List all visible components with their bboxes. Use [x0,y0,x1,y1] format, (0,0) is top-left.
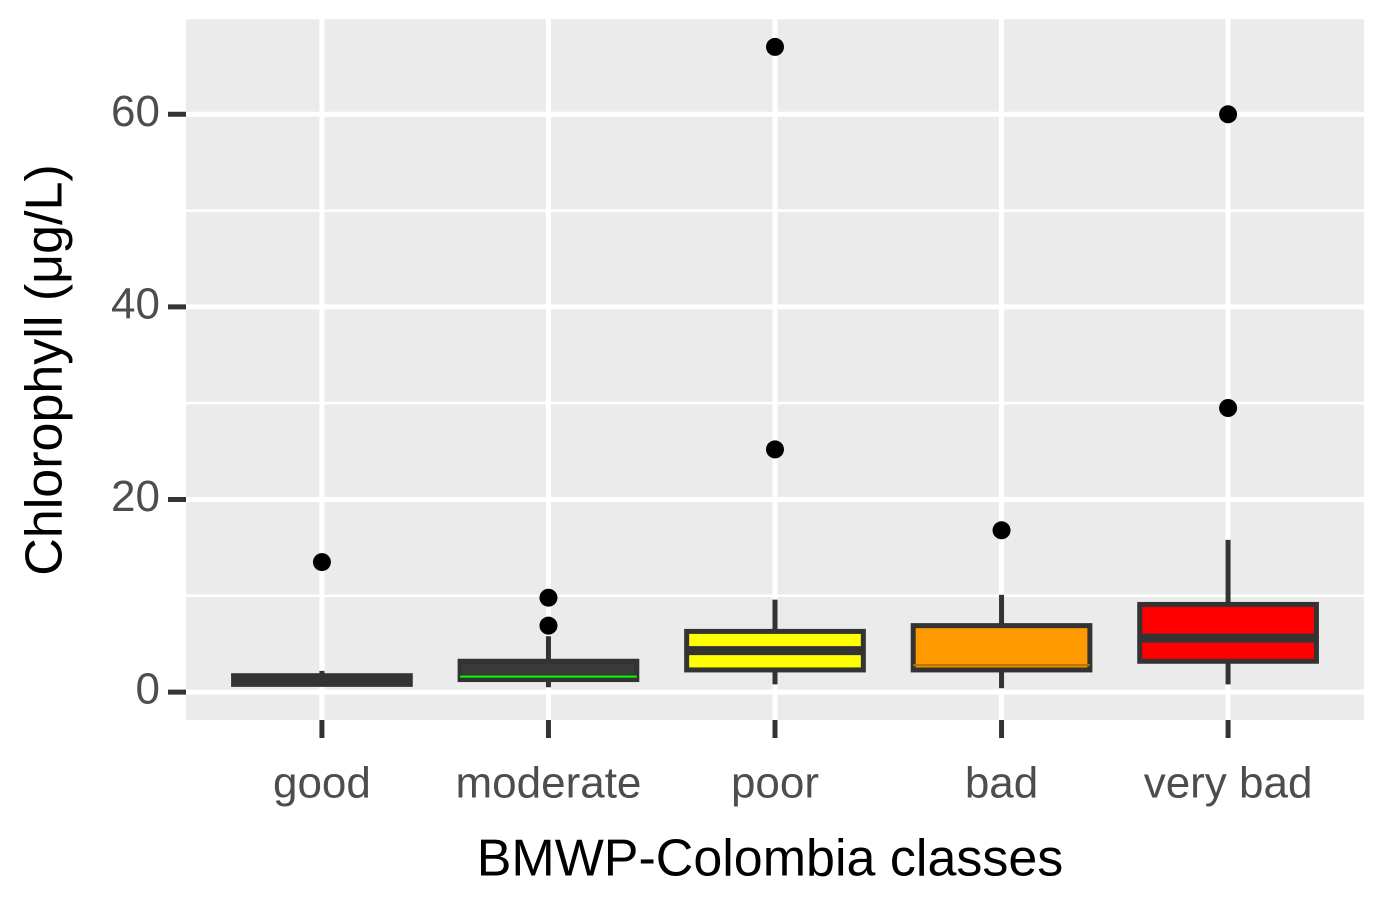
outlier [992,521,1011,540]
x-tick-label: poor [731,759,819,808]
y-tick-label: 20 [111,472,160,521]
outlier [539,616,558,635]
outlier [312,553,331,572]
y-axis-label: Chlorophyll (μg/L) [16,164,74,575]
x-tick-label: bad [965,759,1038,808]
marks [231,37,1319,689]
y-tick-label: 40 [111,280,160,329]
x-tick-label: good [273,759,371,808]
x-tick-label: very bad [1144,759,1313,808]
outlier [1219,399,1238,417]
box [1137,601,1319,664]
x-axis-label: BMWP-Colombia classes [477,830,1064,888]
box [910,623,1093,673]
x-tick-label: moderate [456,759,642,808]
outlier [539,588,558,607]
y-tick-label: 0 [136,665,160,714]
y-tick-label: 60 [111,87,160,136]
outlier [766,37,784,56]
outlier [766,440,784,459]
outlier [1219,105,1238,124]
box [457,658,640,683]
